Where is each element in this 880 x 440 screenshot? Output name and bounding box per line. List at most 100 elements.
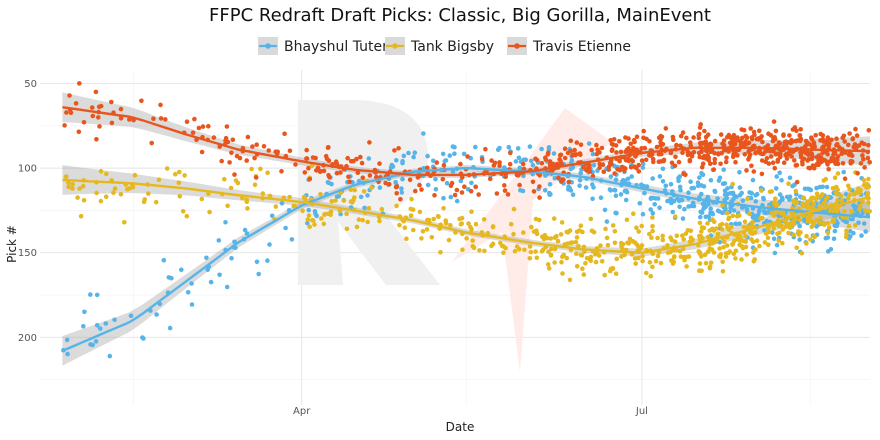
data-point: [735, 153, 740, 158]
data-point: [854, 133, 860, 138]
confidence-ribbons: [62, 92, 870, 366]
data-point: [747, 211, 752, 217]
data-point: [388, 165, 394, 170]
data-point: [825, 235, 831, 240]
data-point: [805, 218, 811, 224]
legend-label: Bhayshul Tuten: [284, 39, 391, 55]
data-point: [672, 239, 678, 244]
data-point: [419, 236, 424, 241]
data-point: [602, 207, 608, 213]
data-point: [784, 194, 790, 200]
data-point: [814, 185, 819, 191]
data-point: [614, 256, 619, 262]
data-point: [619, 240, 624, 246]
data-point: [502, 188, 508, 193]
trend-line: [62, 106, 871, 177]
data-point: [698, 214, 703, 220]
data-point: [805, 199, 810, 205]
data-point: [797, 217, 802, 223]
data-point: [820, 184, 825, 190]
data-point: [156, 177, 162, 183]
data-point: [565, 150, 571, 156]
data-point: [631, 211, 636, 216]
data-point: [699, 229, 704, 234]
data-point: [699, 165, 705, 170]
data-point: [764, 210, 769, 216]
data-point: [604, 219, 610, 224]
data-point: [409, 196, 414, 202]
data-point: [733, 248, 739, 254]
data-point: [829, 155, 835, 161]
data-point: [93, 89, 99, 95]
data-point: [677, 184, 683, 190]
data-point: [185, 290, 191, 295]
data-point: [703, 134, 709, 140]
data-point: [229, 150, 234, 155]
data-point: [852, 204, 858, 210]
data-point: [393, 184, 399, 190]
data-point: [568, 166, 574, 172]
data-point: [737, 169, 742, 175]
data-point: [347, 179, 352, 184]
data-point: [654, 144, 660, 150]
data-point: [557, 157, 562, 162]
data-point: [490, 224, 496, 230]
data-point: [313, 211, 318, 217]
data-point: [640, 253, 645, 259]
data-point: [483, 146, 488, 152]
data-point: [798, 152, 804, 158]
data-point: [711, 228, 717, 233]
data-point: [577, 177, 583, 183]
legend-key-point: [514, 43, 520, 49]
data-point: [840, 135, 845, 140]
data-point: [307, 224, 313, 230]
data-point: [797, 237, 802, 242]
data-point: [759, 188, 764, 193]
data-point: [481, 217, 487, 222]
data-point: [574, 251, 579, 256]
data-point: [728, 205, 733, 211]
data-point: [791, 198, 796, 203]
data-point: [814, 191, 820, 197]
data-point: [794, 245, 799, 251]
data-point: [729, 224, 734, 230]
data-point: [252, 182, 258, 188]
data-point: [808, 237, 813, 242]
data-point: [771, 213, 777, 218]
data-point: [650, 215, 655, 220]
data-point: [853, 144, 858, 150]
data-point: [354, 224, 360, 230]
data-point: [825, 137, 830, 143]
data-point: [413, 188, 418, 194]
data-point: [81, 198, 87, 203]
data-point: [814, 217, 819, 223]
data-point: [377, 218, 382, 224]
data-point: [712, 156, 718, 162]
data-point: [691, 185, 697, 191]
data-point: [634, 134, 640, 140]
data-point: [665, 243, 670, 248]
data-point: [103, 194, 109, 200]
data-point: [572, 147, 577, 153]
data-point: [260, 191, 266, 196]
data-point: [715, 231, 721, 236]
data-point: [640, 165, 646, 170]
data-point: [612, 187, 617, 193]
data-point: [577, 183, 582, 188]
data-point: [498, 240, 503, 246]
data-point: [751, 129, 757, 135]
data-point: [625, 176, 631, 182]
data-point: [744, 252, 750, 257]
data-point: [410, 207, 416, 212]
data-point: [594, 142, 599, 148]
data-point: [399, 186, 404, 191]
data-point: [644, 270, 649, 276]
data-point: [647, 260, 653, 265]
data-point: [665, 198, 670, 204]
data-point: [781, 212, 787, 218]
data-point: [326, 211, 331, 217]
data-point: [245, 134, 251, 140]
data-point: [783, 224, 789, 229]
data-point: [441, 195, 446, 201]
data-point: [787, 133, 792, 138]
